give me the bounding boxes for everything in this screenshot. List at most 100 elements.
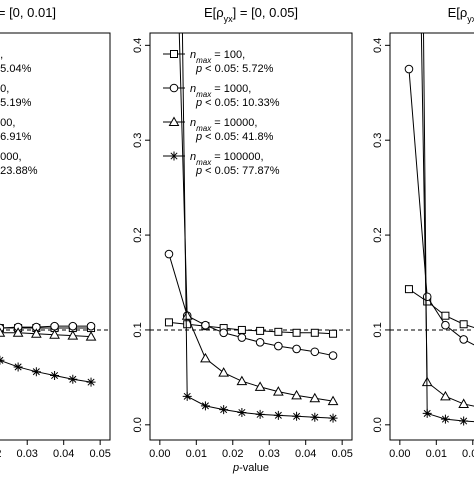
legend-note: p < 0.05: 6.91% xyxy=(0,131,32,143)
series-line xyxy=(178,33,334,402)
series-line xyxy=(0,332,92,338)
legend-note-var: p xyxy=(195,97,202,109)
marker-triangle xyxy=(458,398,470,408)
legend-label: nmax = 1000, xyxy=(190,83,251,99)
marker-square xyxy=(329,329,338,338)
x-tick-label: 0.02 xyxy=(0,448,1,460)
legend-note-var: p xyxy=(195,131,202,143)
marker-triangle xyxy=(30,328,42,338)
legend-name: = 1000, xyxy=(211,83,251,95)
marker-triangle xyxy=(254,381,266,391)
x-axis-label-text: -value xyxy=(239,462,269,474)
legend-name: = 10000, xyxy=(0,117,15,129)
marker-triangle xyxy=(272,386,284,396)
legend-label: nmax = 100, xyxy=(0,49,3,65)
legend-symbol xyxy=(169,151,179,161)
series-line xyxy=(408,69,474,346)
y-tick-label: 0.3 xyxy=(372,133,384,148)
marker-triangle xyxy=(291,389,302,400)
legend-label: nmax = 100000, xyxy=(0,151,22,167)
marker-star xyxy=(273,410,283,420)
legend-note: p < 0.05: 77.87% xyxy=(195,165,280,177)
legend-name: = 100000, xyxy=(211,151,263,163)
x-tick-label: 0.00 xyxy=(149,448,170,460)
series-line xyxy=(168,321,334,335)
legend-note-var: p xyxy=(195,165,202,177)
legend-note-text: < 0.05: 41.8% xyxy=(202,131,273,143)
marker-circle xyxy=(404,64,414,74)
marker-star xyxy=(200,401,210,411)
legend-note: p < 0.05: 5.72% xyxy=(195,63,274,75)
marker-square xyxy=(292,328,301,337)
legend-note-text: < 0.05: 6.91% xyxy=(0,131,32,143)
marker-star xyxy=(310,412,320,422)
plot-area xyxy=(0,321,110,387)
marker-star xyxy=(50,370,60,380)
legend-name: = 100, xyxy=(0,49,3,61)
legend-label: nmax = 10000, xyxy=(190,117,257,133)
legend-note-text: < 0.05: 5.04% xyxy=(0,63,32,75)
legend-note-var: p xyxy=(195,63,202,75)
y-tick-label: 0.1 xyxy=(132,322,144,337)
legend-var: n xyxy=(190,151,196,163)
x-tick-label: 0.03 xyxy=(17,448,38,460)
marker-circle xyxy=(292,344,301,354)
marker-circle xyxy=(422,292,432,302)
x-axis-label-var: p xyxy=(232,462,239,474)
x-axis-label: p-value xyxy=(232,462,269,474)
series-line xyxy=(0,325,92,329)
series-line xyxy=(423,33,474,423)
marker-triangle xyxy=(309,392,321,403)
legend-entry: nmax = 10000,p < 0.05: 6.91% xyxy=(0,117,32,143)
marker-square xyxy=(274,327,283,336)
x-tick-label: 0.01 xyxy=(426,448,447,460)
legend-symbol xyxy=(170,50,178,58)
panel-title: E[ρyx] = [0, 0.01] xyxy=(0,5,56,24)
y-tick-label: 0.1 xyxy=(372,322,384,337)
legend-entry: nmax = 1000,p < 0.05: 10.33% xyxy=(163,83,280,109)
marker-circle xyxy=(169,83,179,93)
marker-square xyxy=(256,326,265,335)
legend-note: p < 0.05: 10.33% xyxy=(195,97,280,109)
marker-circle xyxy=(219,328,228,338)
legend-note: p < 0.05: 5.04% xyxy=(0,63,32,75)
legend-label: nmax = 1000, xyxy=(0,83,9,99)
marker-circle xyxy=(459,335,468,344)
marker-triangle xyxy=(440,390,451,401)
legend-entry: nmax = 100000,p < 0.05: 77.87% xyxy=(163,151,280,177)
marker-triangle xyxy=(200,352,211,363)
y-tick-label: 0.0 xyxy=(132,417,144,432)
marker-square xyxy=(441,311,450,320)
legend-note-text: < 0.05: 5.72% xyxy=(202,63,273,75)
legend-entry: nmax = 10000,p < 0.05: 41.8% xyxy=(163,116,274,143)
plot-area xyxy=(150,33,352,423)
marker-star xyxy=(237,407,247,417)
marker-triangle xyxy=(49,329,60,339)
legend-symbol xyxy=(169,83,179,93)
title-rest: ] = [0, 0.01] xyxy=(0,5,56,20)
x-tick-label: 0.05 xyxy=(89,448,110,460)
marker-triangle xyxy=(85,331,97,341)
x-tick-label: 0.02 xyxy=(462,448,474,460)
legend-sub: max xyxy=(196,90,212,99)
marker-star xyxy=(440,414,450,424)
series-line xyxy=(420,33,474,407)
marker-star xyxy=(182,391,192,401)
marker-triangle xyxy=(168,116,180,126)
marker-star xyxy=(219,405,229,415)
legend-note-text: < 0.05: 23.88% xyxy=(0,165,38,177)
legend-sub: max xyxy=(196,56,212,65)
panel-title: E[ρyx] = [0, 0.05] xyxy=(204,5,298,24)
marker-star xyxy=(68,374,78,384)
marker-square xyxy=(237,325,246,334)
marker-square xyxy=(459,320,468,329)
x-tick-label: 0.01 xyxy=(186,448,207,460)
title-subscript: yx xyxy=(467,14,474,24)
marker-circle xyxy=(441,320,450,330)
y-tick-label: 0.4 xyxy=(372,38,384,53)
marker-circle xyxy=(86,321,96,331)
title-text: E[ρ xyxy=(204,5,224,20)
legend-var: n xyxy=(190,83,196,95)
plot-frame xyxy=(389,32,474,441)
